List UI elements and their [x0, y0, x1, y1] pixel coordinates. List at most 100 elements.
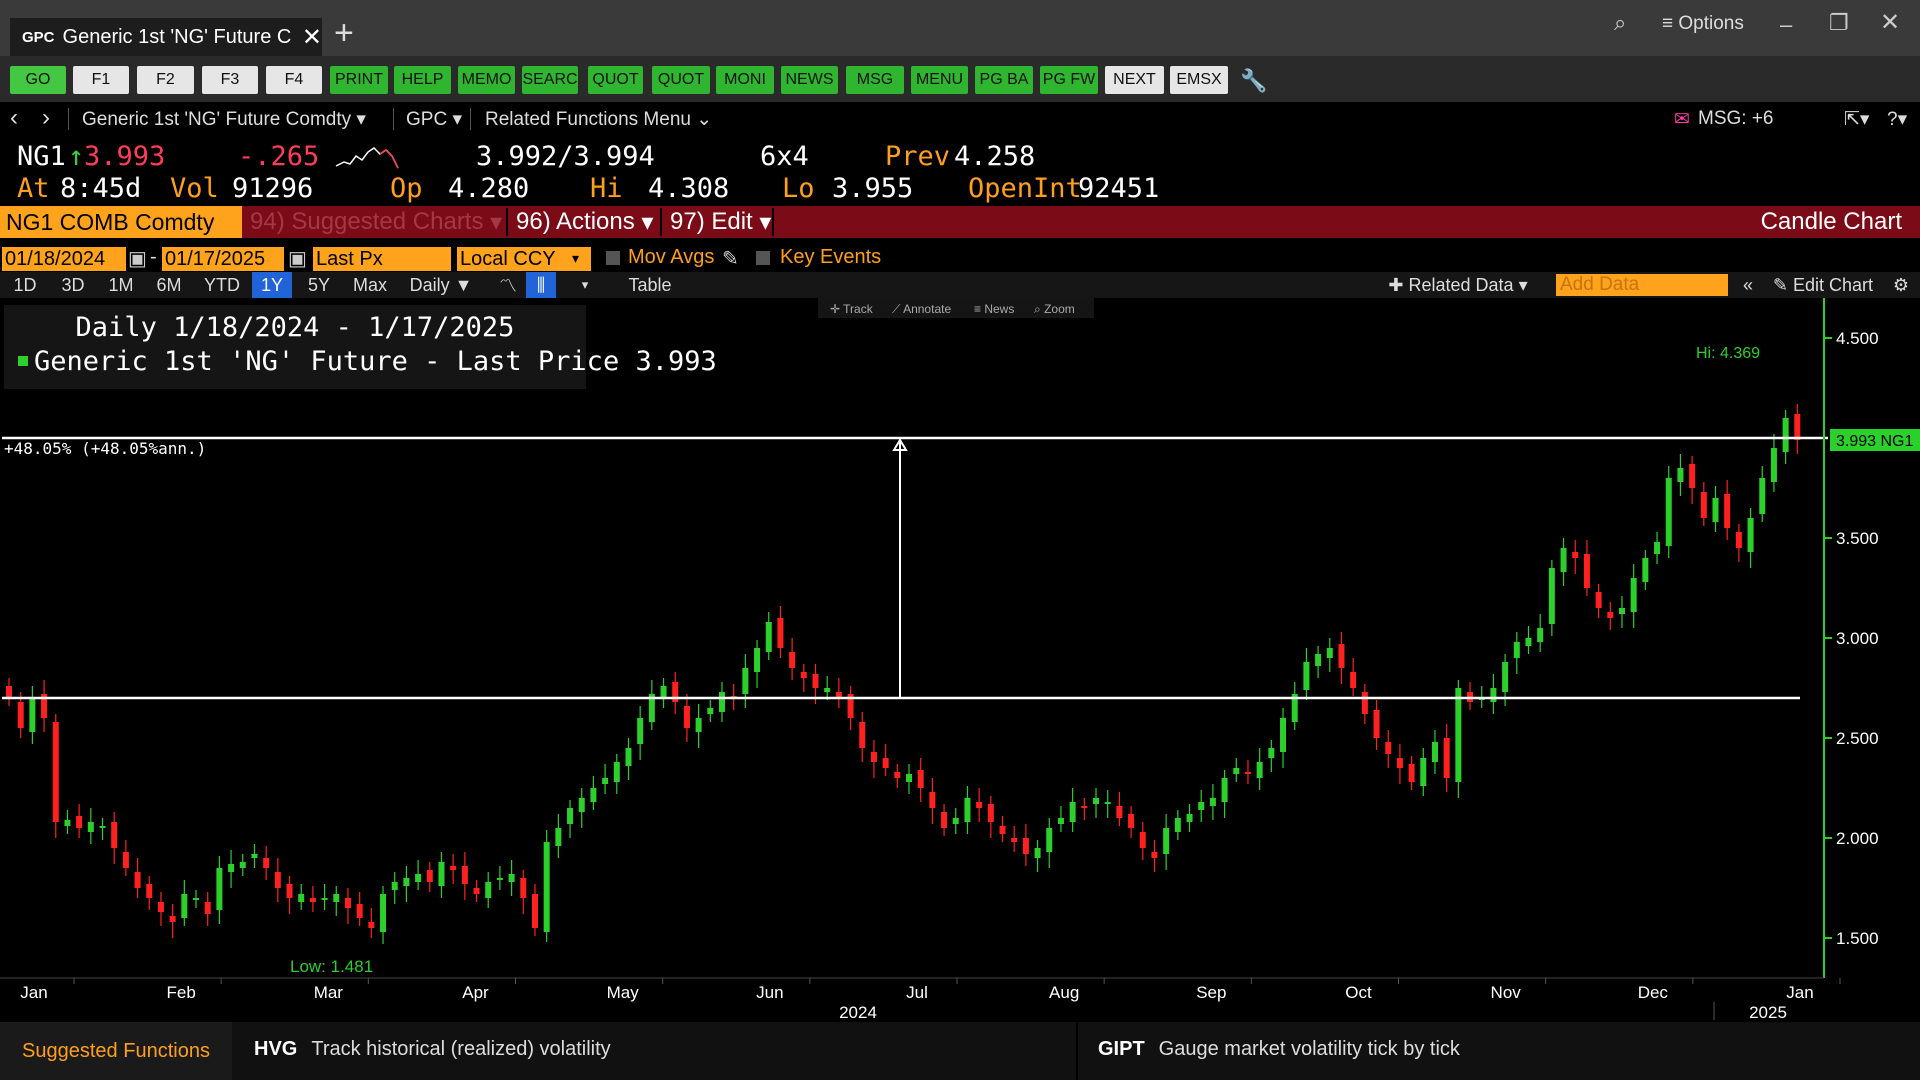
- wrench-icon[interactable]: 🔧: [1240, 68, 1268, 93]
- key-print[interactable]: PRINT: [330, 66, 388, 94]
- collapse-icon[interactable]: «: [1742, 274, 1753, 295]
- candle: [1315, 646, 1322, 678]
- ticker-input[interactable]: NG1 COMB Comdty: [0, 206, 242, 238]
- key-f3[interactable]: F3: [202, 66, 258, 94]
- close-window-icon[interactable]: ✕: [1880, 9, 1901, 36]
- key-msg[interactable]: MSG: [846, 66, 904, 94]
- minimize-icon[interactable]: –: [1780, 12, 1793, 37]
- edit-chart-button[interactable]: ✎ Edit Chart: [1772, 274, 1874, 295]
- close-tab-icon[interactable]: ✕: [301, 23, 322, 51]
- line-chart-icon[interactable]: 〽: [499, 276, 517, 296]
- candle: [929, 778, 936, 824]
- help-icon[interactable]: ?▾: [1887, 109, 1908, 130]
- period-6m[interactable]: 6M: [156, 274, 182, 295]
- key-page-forward[interactable]: PG FW: [1040, 66, 1098, 94]
- currency-selector[interactable]: Local CCY: [457, 247, 591, 271]
- period-ytd[interactable]: YTD: [204, 274, 240, 295]
- candle: [1700, 482, 1707, 526]
- candle: [1291, 682, 1298, 730]
- key-go[interactable]: GO: [10, 66, 66, 94]
- quote-prev: 4.258: [954, 141, 1036, 172]
- period-3d[interactable]: 3D: [61, 274, 85, 295]
- options-menu[interactable]: ≡ Options: [1662, 13, 1744, 34]
- period-max[interactable]: Max: [352, 274, 387, 295]
- mov-avgs-checkbox[interactable]: [606, 251, 620, 265]
- key-page-back[interactable]: PG BA: [975, 66, 1033, 94]
- candle: [1069, 788, 1076, 832]
- actions-menu[interactable]: 96) Actions ▾: [516, 208, 654, 236]
- export-icon[interactable]: ⇱▾: [1844, 109, 1870, 130]
- quote-ticker: NG1: [17, 141, 66, 172]
- track-tool[interactable]: ✛ Track: [830, 302, 874, 316]
- news-tool[interactable]: ≡ News: [974, 302, 1014, 316]
- candle: [134, 858, 141, 898]
- message-icon[interactable]: ✉: [1674, 109, 1690, 130]
- candle: [450, 854, 457, 884]
- related-data-menu[interactable]: ✚ Related Data ▾: [1388, 274, 1528, 295]
- key-help[interactable]: HELP: [394, 66, 451, 94]
- function-description: Gauge market volatility tick by tick: [1158, 1038, 1460, 1060]
- x-year-label: 2025: [1749, 1003, 1787, 1020]
- calendar-icon[interactable]: ▣: [288, 248, 307, 270]
- quote-open-interest: 92451: [1078, 173, 1160, 204]
- key-monitor[interactable]: MONI: [716, 66, 774, 94]
- security-selector[interactable]: Generic 1st 'NG' Future Comdty ▾: [82, 109, 366, 130]
- period-5y[interactable]: 5Y: [307, 274, 331, 295]
- key-f2[interactable]: F2: [137, 66, 194, 94]
- candle: [1163, 814, 1170, 870]
- key-memo[interactable]: MEMO: [458, 66, 515, 94]
- restore-icon[interactable]: ❐: [1829, 10, 1849, 35]
- forward-arrow-icon[interactable]: ›: [42, 104, 50, 131]
- edit-menu[interactable]: 97) Edit ▾: [670, 208, 772, 236]
- key-f4[interactable]: F4: [266, 66, 322, 94]
- candle: [917, 758, 924, 802]
- key-news[interactable]: NEWS: [781, 66, 838, 94]
- add-data-input[interactable]: Add Data: [1556, 274, 1728, 296]
- new-tab-icon[interactable]: +: [334, 14, 354, 52]
- pencil-icon[interactable]: ✎: [722, 248, 739, 270]
- candle: [1747, 508, 1754, 568]
- settings-gear-icon[interactable]: ⚙: [1892, 274, 1910, 295]
- key-quote-1[interactable]: QUOT: [588, 66, 643, 94]
- key-events-checkbox[interactable]: [756, 251, 770, 265]
- tab-gpc[interactable]: GPC Generic 1st 'NG' Future C ✕: [10, 18, 322, 56]
- candle: [228, 850, 235, 888]
- candle: [1104, 790, 1111, 818]
- calendar-icon[interactable]: ▣: [128, 248, 147, 270]
- key-f1[interactable]: F1: [73, 66, 129, 94]
- suggested-charts-menu[interactable]: 94) Suggested Charts ▾: [250, 208, 503, 236]
- chevron-down-icon[interactable]: ▾: [572, 250, 580, 266]
- suggested-function-hvg[interactable]: HVG Track historical (realized) volatilit…: [254, 1038, 611, 1061]
- candle: [426, 862, 433, 892]
- annotate-tool[interactable]: ⟋ Annotate: [892, 302, 951, 316]
- related-functions-menu[interactable]: Related Functions Menu ⌄: [485, 109, 713, 130]
- suggested-function-gipt[interactable]: GIPT Gauge market volatility tick by tick: [1098, 1038, 1460, 1061]
- key-next[interactable]: NEXT: [1105, 66, 1164, 94]
- candle: [1174, 810, 1181, 840]
- start-date-field[interactable]: 01/18/2024: [2, 247, 126, 271]
- zoom-tool[interactable]: ⌕ Zoom: [1034, 302, 1075, 316]
- period-1d[interactable]: 1D: [13, 274, 37, 295]
- y-tick-label: 3.000: [1836, 629, 1879, 648]
- key-quote-2[interactable]: QUOT: [652, 66, 710, 94]
- key-menu[interactable]: MENU: [911, 66, 968, 94]
- field-selector[interactable]: Last Px: [313, 247, 451, 271]
- key-emsx[interactable]: EMSX: [1170, 66, 1228, 94]
- chart-small-toolbar: ✛ Track ⟋ Annotate ≡ News ⌕ Zoom: [818, 298, 1094, 318]
- quote-open: 4.280: [448, 173, 530, 204]
- candle-chart-icon[interactable]: ⫼: [526, 272, 556, 298]
- frequency-selector[interactable]: Daily ▼: [409, 274, 473, 295]
- period-1y[interactable]: 1Y: [252, 272, 292, 298]
- candle: [1151, 840, 1158, 872]
- table-button[interactable]: Table: [628, 274, 672, 295]
- message-count[interactable]: MSG: +6: [1698, 108, 1774, 129]
- key-search[interactable]: SEARC: [522, 66, 578, 94]
- function-selector[interactable]: GPC ▾: [406, 109, 463, 130]
- candle: [1537, 614, 1544, 652]
- price-chart[interactable]: ✛ Track ⟋ Annotate ≡ News ⌕ Zoom +48.05%…: [0, 298, 1920, 1020]
- back-arrow-icon[interactable]: ‹: [10, 104, 18, 131]
- end-date-field[interactable]: 01/17/2025: [162, 247, 284, 271]
- search-icon[interactable]: ⌕: [1614, 10, 1627, 35]
- period-1m[interactable]: 1M: [108, 274, 134, 295]
- chevron-down-icon[interactable]: ▾: [581, 277, 589, 292]
